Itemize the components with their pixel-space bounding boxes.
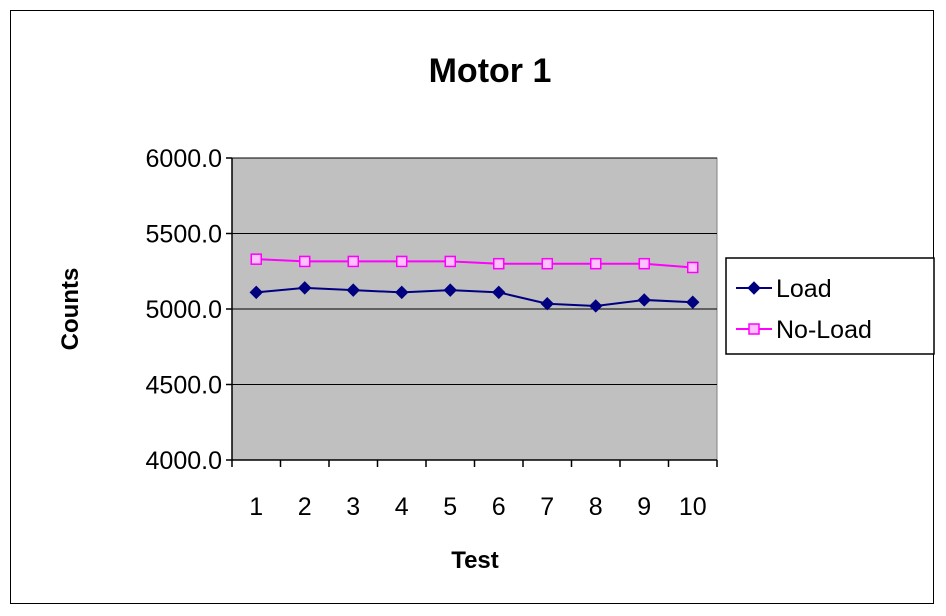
- x-tick-label: 5: [443, 493, 457, 521]
- data-point-load: [686, 295, 700, 309]
- data-point-no-load: [444, 255, 456, 268]
- data-point-no-load: [590, 257, 602, 270]
- series-line-no-load: [256, 258, 693, 269]
- data-point-load: [443, 283, 457, 297]
- y-tick-label: 6000.0: [146, 145, 222, 173]
- data-point-load: [492, 285, 506, 300]
- y-tick-label: 4500.0: [146, 372, 222, 400]
- data-point-no-load: [347, 255, 359, 268]
- data-point-no-load: [299, 255, 311, 268]
- data-point-no-load: [687, 261, 699, 274]
- legend-box: [725, 257, 935, 355]
- legend-marker-load: [747, 281, 761, 295]
- legend-label-no-load: No-Load: [776, 316, 872, 344]
- x-tick-label: 8: [589, 493, 603, 521]
- data-point-load: [298, 281, 312, 295]
- legend-marker-no-load: [748, 323, 760, 335]
- x-tick-label: 4: [395, 493, 409, 521]
- x-tick-label: 7: [540, 493, 554, 521]
- x-tick-label: 10: [679, 493, 707, 521]
- x-tick-label: 3: [346, 493, 360, 521]
- data-point-load: [249, 285, 263, 300]
- y-tick-label: 5500.0: [146, 221, 222, 249]
- data-point-no-load: [638, 257, 650, 270]
- data-point-no-load: [250, 253, 262, 265]
- data-point-load: [589, 299, 603, 313]
- legend-label-load: Load: [776, 275, 832, 303]
- data-point-load: [540, 297, 554, 311]
- data-point-load: [637, 293, 651, 307]
- x-tick-label: 2: [298, 493, 312, 521]
- data-point-load: [346, 283, 360, 297]
- x-tick-label: 9: [637, 493, 651, 521]
- y-axis-title: Counts: [57, 268, 84, 351]
- series-line-load: [256, 286, 693, 307]
- data-point-no-load: [493, 257, 505, 270]
- chart-title: Motor 1: [429, 52, 552, 90]
- x-axis-title: Test: [451, 547, 499, 574]
- y-tick-label: 5000.0: [146, 296, 222, 324]
- data-point-no-load: [541, 257, 553, 270]
- legend: Load No-Load: [725, 257, 935, 355]
- y-tick-label: 4000.0: [146, 447, 222, 475]
- data-point-no-load: [396, 255, 408, 268]
- x-tick-label: 1: [249, 493, 263, 521]
- data-point-load: [395, 285, 409, 300]
- x-tick-label: 6: [492, 493, 506, 521]
